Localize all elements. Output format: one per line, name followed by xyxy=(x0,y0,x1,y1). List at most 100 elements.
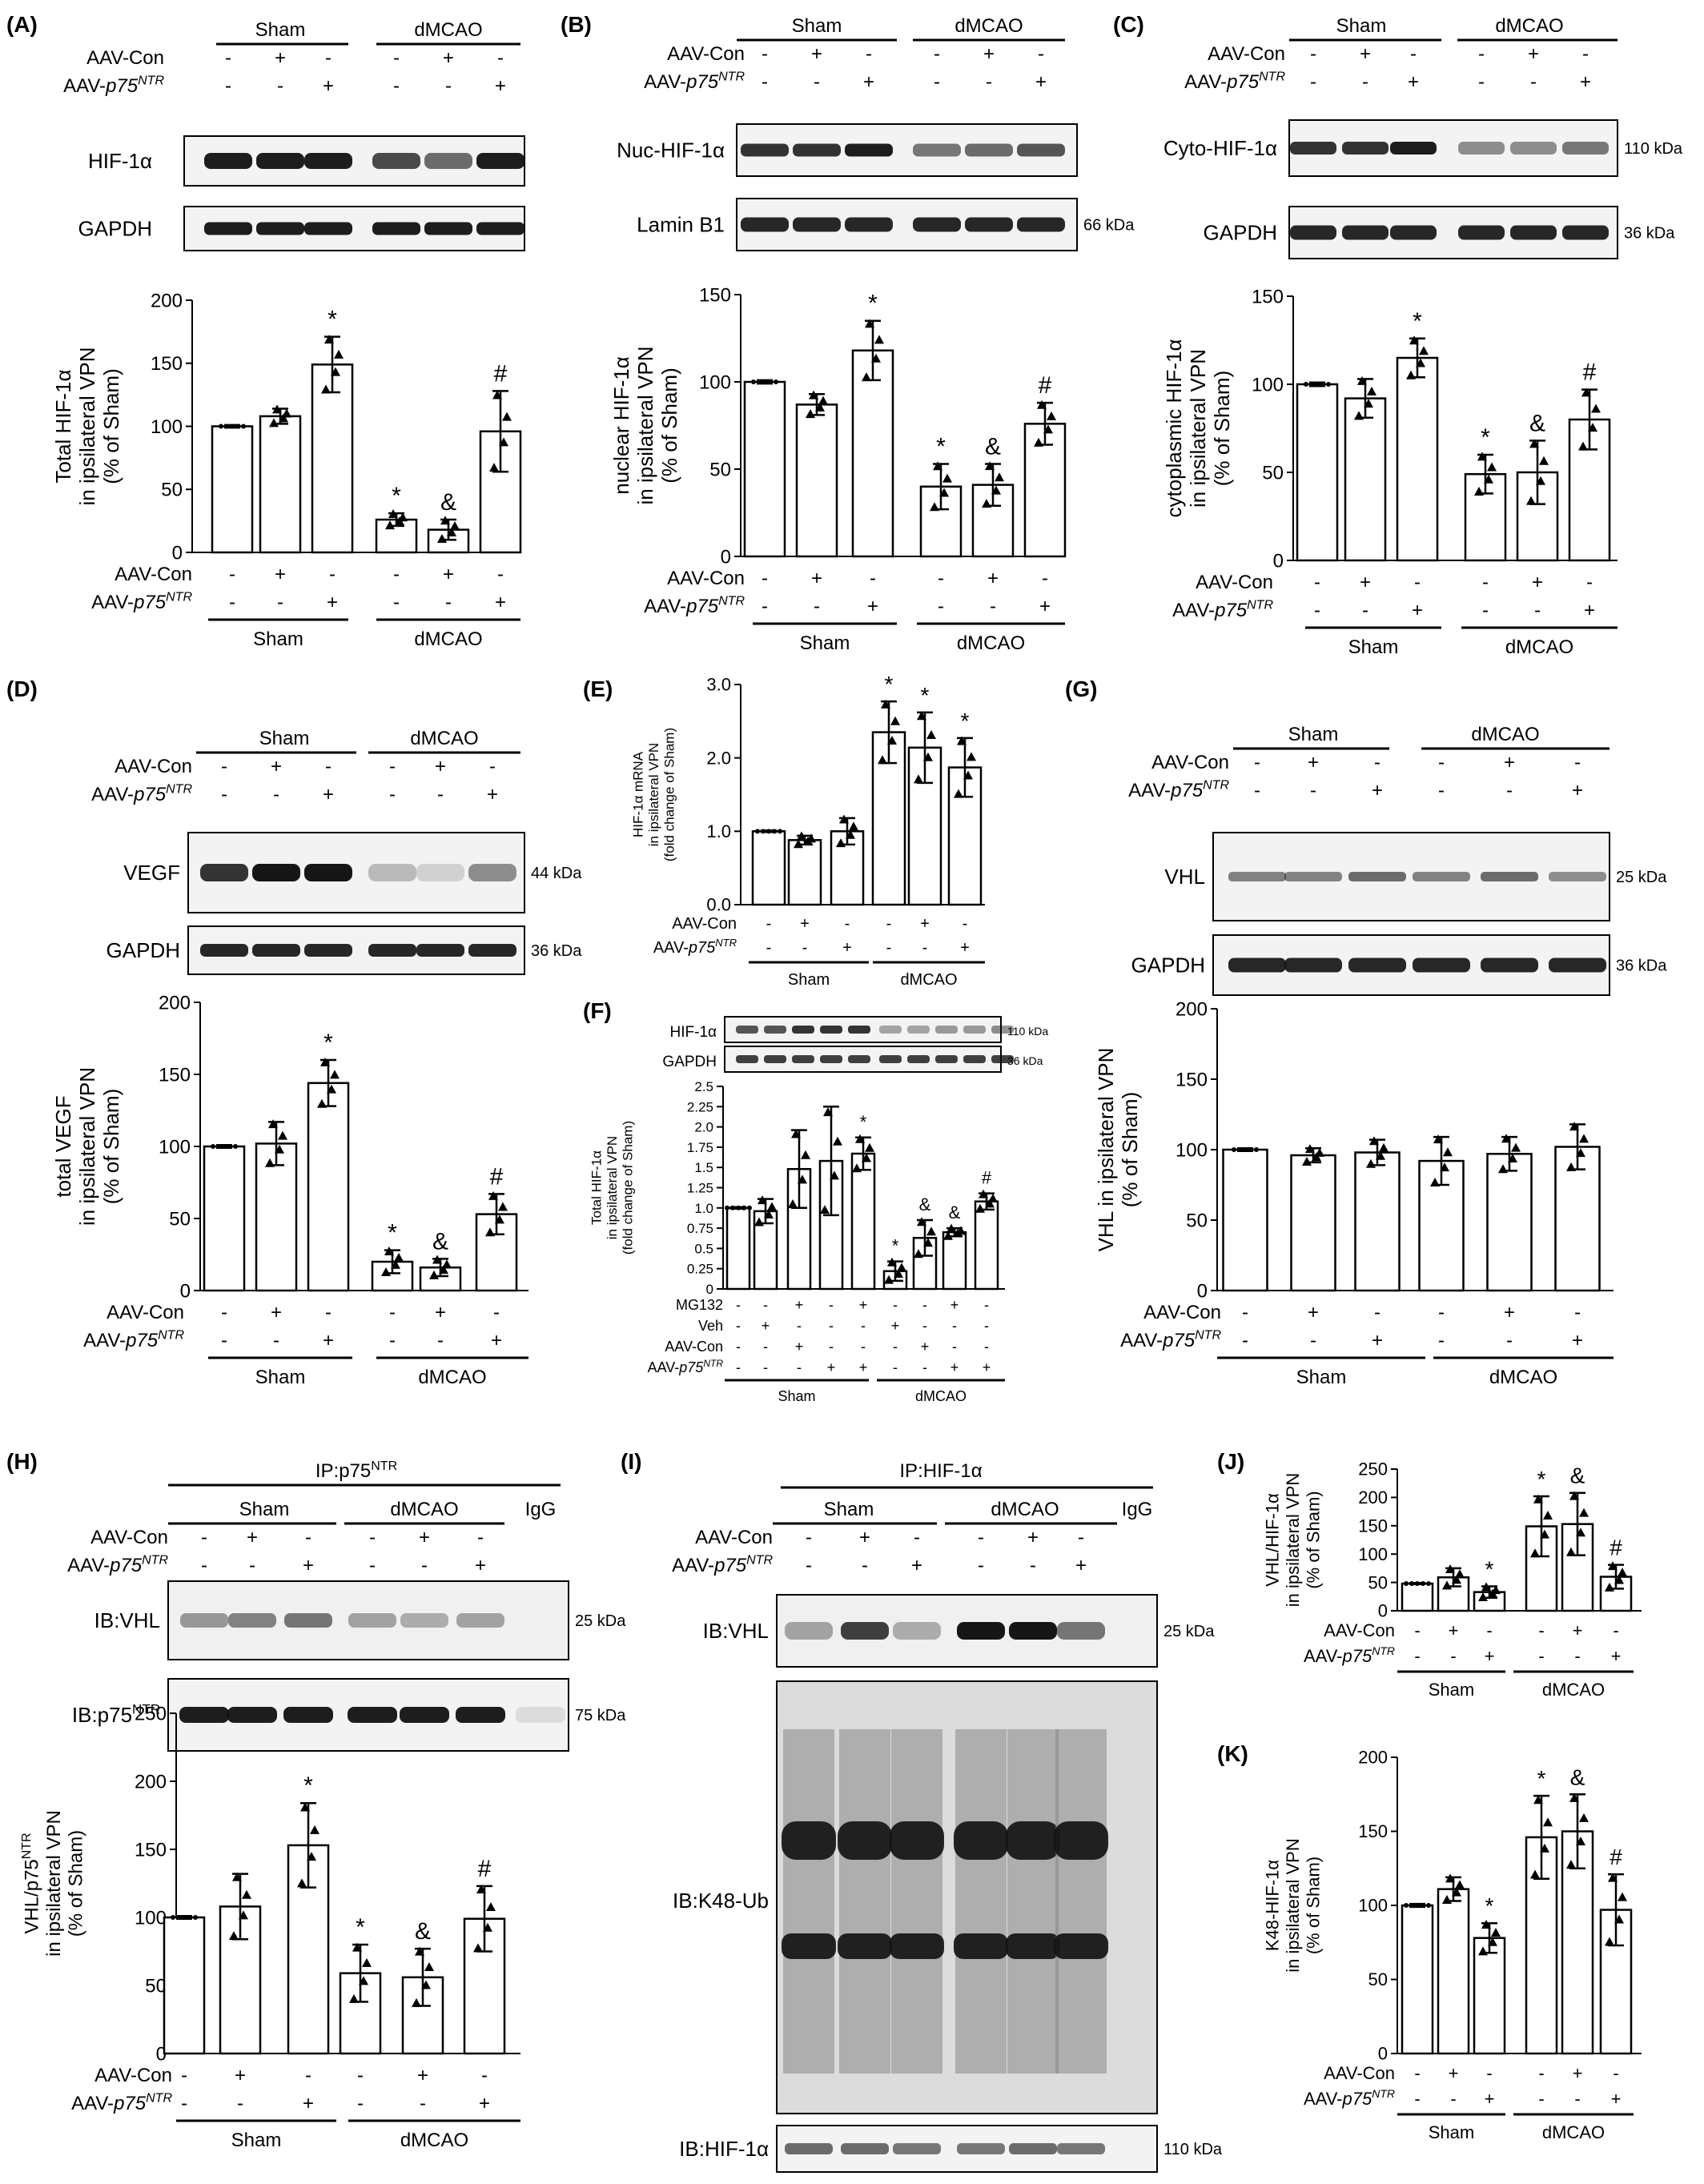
data-point xyxy=(862,1153,871,1162)
data-point xyxy=(233,1144,238,1149)
y-tick-label: 2.25 xyxy=(687,1099,713,1114)
data-point xyxy=(1443,1147,1453,1157)
blot-band xyxy=(227,1707,277,1723)
condition-sign: - xyxy=(862,1555,868,1576)
condition-sign: - xyxy=(1038,43,1044,65)
bar xyxy=(1554,1146,1601,1292)
chart-group-label: dMCAO xyxy=(900,971,957,989)
panel-letter-i: (I) xyxy=(621,1449,641,1474)
data-point xyxy=(1421,1903,1425,1908)
group-label-dmcao: dMCAO xyxy=(954,15,1023,37)
data-point xyxy=(385,520,395,530)
data-point xyxy=(755,829,760,834)
chart-condition-label-base: AAV- xyxy=(648,1359,680,1375)
data-point xyxy=(1608,1561,1618,1571)
significance-mark: * xyxy=(328,307,337,333)
data-point xyxy=(926,729,936,739)
chart-condition-label-sup: NTR xyxy=(146,2091,172,2105)
data-point xyxy=(229,1931,239,1941)
condition-sign: - xyxy=(762,71,768,93)
data-point xyxy=(1605,1937,1614,1946)
chart-condition-sign: - xyxy=(1486,2063,1492,2083)
data-point xyxy=(447,528,456,537)
condition-label-1-italic: p75 xyxy=(105,75,139,97)
data-point xyxy=(865,1142,874,1152)
chart-condition-sign: - xyxy=(237,2093,243,2114)
group-label-sham: Sham xyxy=(824,1499,874,1520)
y-tick-label: 200 xyxy=(1358,1487,1388,1508)
data-point xyxy=(193,1915,198,1920)
group-label-sham: Sham xyxy=(1288,724,1339,745)
panel-letter-h: (H) xyxy=(6,1449,38,1474)
blot-band xyxy=(304,222,352,235)
significance-mark: # xyxy=(478,1856,492,1882)
data-point xyxy=(1455,1880,1465,1889)
data-point xyxy=(310,1825,320,1834)
data-point xyxy=(1540,1529,1549,1539)
chart-condition-sign: - xyxy=(325,1302,332,1323)
data-point xyxy=(917,1217,926,1226)
significance-mark: & xyxy=(1529,410,1545,436)
y-axis-label-text: K48-HIF-1α xyxy=(1263,1860,1283,1951)
condition-sign: - xyxy=(866,43,872,65)
data-point xyxy=(182,1915,187,1920)
data-point xyxy=(985,1198,995,1208)
data-point xyxy=(957,736,967,745)
bar xyxy=(1354,1151,1401,1292)
blot-band xyxy=(200,864,248,881)
condition-sign: - xyxy=(934,71,940,93)
blot-band xyxy=(893,2143,941,2154)
y-tick-label: 150 xyxy=(1358,1821,1388,1841)
data-point xyxy=(1369,1136,1379,1146)
chart-condition-label: AAV-Con xyxy=(106,1302,184,1323)
chart-condition-label-base: AAV-Con xyxy=(115,564,192,585)
blot-kda-label: 36 kDa xyxy=(1624,225,1675,243)
data-point xyxy=(946,1223,956,1233)
data-point xyxy=(499,437,508,447)
group-label-dmcao: dMCAO xyxy=(991,1499,1059,1520)
chart-condition-sign: + xyxy=(842,939,852,957)
panel-letter-k: (K) xyxy=(1217,1741,1248,1766)
data-point xyxy=(321,384,331,394)
blot-band xyxy=(965,217,1013,232)
y-tick-label: 1.25 xyxy=(687,1180,713,1195)
condition-sign: + xyxy=(863,71,874,93)
chart-condition-label-sup: NTR xyxy=(1195,1328,1221,1342)
blot-band xyxy=(963,1055,986,1063)
y-tick-label: 150 xyxy=(159,1064,191,1086)
data-point xyxy=(1357,375,1367,385)
group-label-sham: Sham xyxy=(792,15,842,37)
chart-condition-sign: - xyxy=(393,592,400,613)
chart-condition-sign: - xyxy=(1506,1330,1513,1351)
chart-condition-sign: - xyxy=(1414,1646,1420,1666)
data-point xyxy=(300,1802,310,1812)
y-axis-label: in ipsilateral VPN xyxy=(646,743,661,846)
blot-label-text: GAPDH xyxy=(78,217,152,241)
chart-condition-sign: - xyxy=(1486,1620,1492,1640)
y-tick-label: 2.0 xyxy=(694,1120,713,1135)
blot-band xyxy=(965,143,1013,157)
group-label-dmcao: dMCAO xyxy=(414,19,482,41)
condition-sign: - xyxy=(1310,71,1316,93)
y-tick-label: 50 xyxy=(169,1208,191,1230)
chart-condition-sign: + xyxy=(950,1359,959,1375)
data-point xyxy=(1566,1547,1576,1556)
condition-label-1: AAV-p75NTR xyxy=(1128,778,1229,801)
chart-condition-sign: + xyxy=(1449,1620,1459,1640)
data-point xyxy=(439,1265,448,1275)
blot-band xyxy=(256,153,304,169)
chart-condition-sign: - xyxy=(1374,1302,1380,1323)
data-point xyxy=(176,1915,181,1920)
data-point xyxy=(483,1922,492,1932)
significance-mark: # xyxy=(982,1168,992,1188)
chart-condition-label-base: AAV- xyxy=(1172,600,1215,621)
blot-band xyxy=(741,143,789,157)
blot-band xyxy=(1006,1821,1060,1860)
chart-condition-label: AAV-p75NTR xyxy=(648,1358,724,1375)
chart-condition-label-sup: NTR xyxy=(166,590,192,604)
condition-sign: + xyxy=(443,47,454,69)
y-tick-label: 2.5 xyxy=(694,1079,713,1094)
data-point xyxy=(1576,1528,1585,1537)
data-point xyxy=(1530,1869,1540,1879)
